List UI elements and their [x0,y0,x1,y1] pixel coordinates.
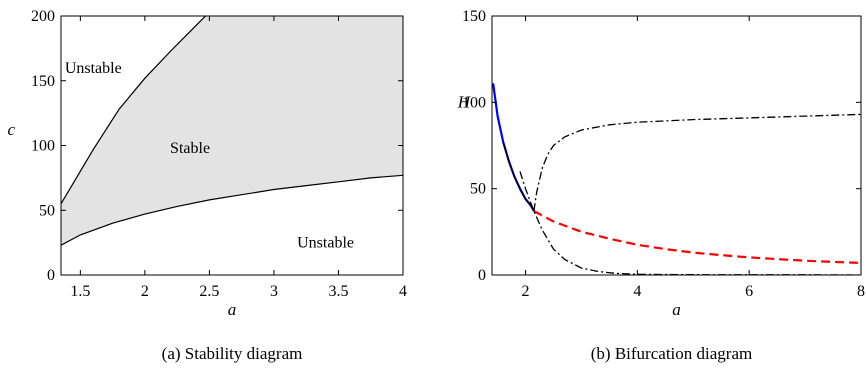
y-tick-label: 200 [31,8,55,25]
y-tick-label: 100 [462,94,486,111]
y-tick-label: 150 [462,8,486,25]
y-tick-label: 150 [31,73,55,90]
y-tick-label: 50 [470,181,486,198]
stability-diagram: Unstable Stable Unstable 1.5 2 2.5 3 3.5 4 0 50 100… [7,8,407,363]
series-line-2 [533,210,861,264]
x-tick-label: 8 [857,283,865,300]
series-line-1 [502,141,535,212]
x-axis-label: a [228,300,237,319]
x-tick-label: 6 [745,283,753,300]
y-tick-label: 0 [478,267,486,284]
y-axis-label: c [7,120,15,139]
x-axis-label: a [672,300,681,319]
region-label-unstable: Unstable [297,235,354,252]
series-line-0 [492,83,535,212]
x-tick-label: 1.5 [70,283,90,300]
axes-frame [491,15,862,276]
bifurcation-diagram: 2 4 6 8 0 50 100 150 a H (b) Bifurcation diagram [457,8,865,363]
region-label-unstable: Unstable [65,60,122,77]
x-tick-label: 2 [141,283,149,300]
figure-caption: (b) Bifurcation diagram [591,344,752,363]
x-tick-label: 2.5 [199,283,219,300]
series-line-3 [533,113,861,212]
plot-area [61,16,403,246]
x-tick-label: 2 [522,283,530,300]
upper-boundary-line [61,16,206,205]
series-line-4 [519,171,861,275]
stable-region-fill [61,16,403,246]
y-tick-label: 100 [31,138,55,155]
x-tick-label: 3.5 [328,283,348,300]
y-tick-label: 50 [39,202,55,219]
region-label-stable: Stable [170,140,210,157]
plot-area [492,83,861,275]
figure-caption: (a) Stability diagram [162,344,303,363]
x-tick-label: 3 [270,283,278,300]
x-tick-label: 4 [633,283,641,300]
y-axis-label: H [457,93,472,112]
y-tick-label: 0 [47,267,55,284]
x-tick-label: 4 [399,283,407,300]
lower-boundary-line [61,174,403,246]
